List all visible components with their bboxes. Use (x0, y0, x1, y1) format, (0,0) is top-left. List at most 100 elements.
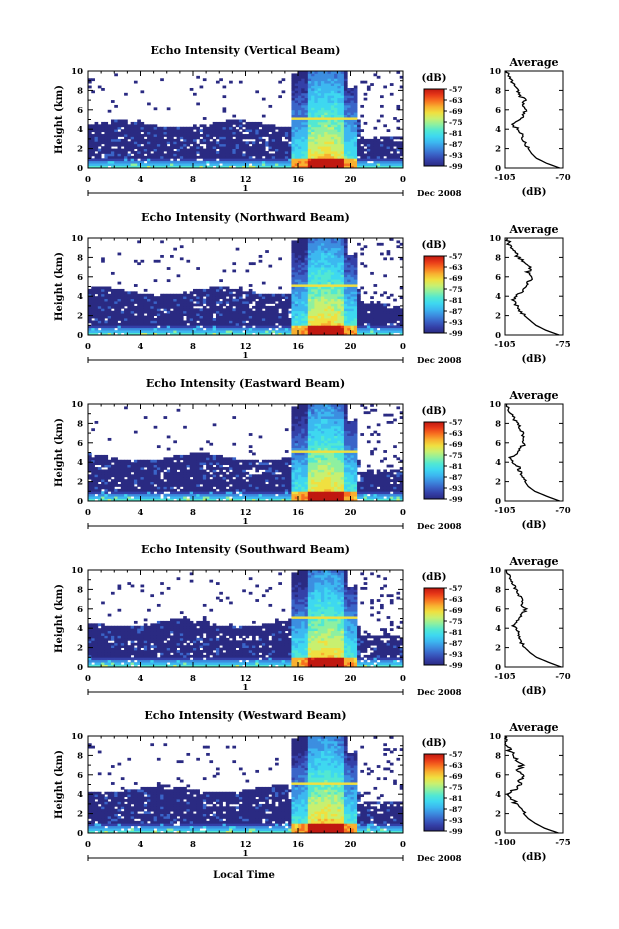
colorbar (423, 88, 445, 167)
x-tick-label: 12 (240, 508, 252, 518)
panel-title: Echo Intensity (Southward Beam) (141, 543, 350, 556)
colorbar-tick-label: -81 (449, 794, 463, 803)
day-label: 1 (243, 849, 249, 859)
average-y-tick-label: 0 (495, 331, 501, 341)
y-tick-label: 10 (71, 67, 83, 77)
x-tick-label: 0 (85, 175, 91, 185)
average-frame (504, 237, 564, 336)
colorbar-tick-label: -63 (449, 429, 463, 438)
colorbar-unit: (dB) (422, 240, 447, 251)
y-tick-label: 4 (77, 125, 83, 135)
colorbar-tick-label: -63 (449, 263, 463, 272)
colorbar-tick-label: -93 (449, 484, 463, 493)
y-tick-label: 2 (77, 810, 83, 820)
y-tick-label: 0 (77, 331, 83, 341)
colorbar-tick-label: -57 (449, 584, 463, 593)
y-tick-label: 0 (77, 497, 83, 507)
heatmap-cells (88, 570, 404, 668)
panel-title: Echo Intensity (Northward Beam) (141, 211, 350, 224)
colorbar (423, 753, 445, 832)
average-y-tick-label: 8 (495, 86, 501, 96)
x-tick-label: 12 (240, 840, 252, 850)
average-frame (504, 70, 564, 169)
colorbar-tick-label: -99 (449, 495, 463, 504)
colorbar-unit: (dB) (422, 73, 447, 84)
average-y-tick-label: 8 (495, 253, 501, 263)
average-x-title: (dB) (522, 354, 547, 365)
average-y-tick-label: 10 (489, 400, 501, 410)
day-label: 1 (243, 184, 249, 194)
x-tick-label: 4 (138, 840, 144, 850)
average-x-tick-label: -105 (494, 672, 515, 682)
average-y-tick-label: 6 (495, 106, 501, 116)
x-tick-label: 8 (190, 342, 196, 352)
average-frame (504, 735, 564, 834)
colorbar-tick-label: -99 (449, 162, 463, 171)
y-tick-label: 2 (77, 145, 83, 155)
average-profile-line (505, 569, 562, 668)
x-tick-label: 4 (138, 508, 144, 518)
date-label: Dec 2008 (417, 522, 462, 532)
colorbar-tick-label: -81 (449, 462, 463, 471)
colorbar (423, 421, 445, 500)
heatmap-cells (88, 736, 404, 834)
x-tick-label: 20 (345, 342, 357, 352)
x-tick-label: 8 (190, 840, 196, 850)
average-y-tick-label: 6 (495, 605, 501, 615)
average-y-tick-label: 2 (495, 312, 501, 322)
x-tick-label: 20 (345, 674, 357, 684)
colorbar-tick-label: -87 (449, 805, 463, 814)
colorbar-tick-label: -75 (449, 783, 463, 792)
average-y-tick-label: 0 (495, 497, 501, 507)
x-tick-label: 16 (292, 342, 304, 352)
average-y-tick-label: 0 (495, 164, 501, 174)
y-axis-title: Height (km) (54, 85, 65, 154)
colorbar-tick-label: -93 (449, 816, 463, 825)
colorbar-tick-label: -57 (449, 418, 463, 427)
y-tick-label: 8 (77, 585, 83, 595)
y-tick-label: 2 (77, 478, 83, 488)
y-tick-label: 6 (77, 771, 83, 781)
y-tick-label: 4 (77, 458, 83, 468)
heatmap-cells (88, 238, 404, 336)
y-tick-label: 2 (77, 312, 83, 322)
average-title: Average (508, 555, 558, 568)
colorbar-tick-label: -63 (449, 595, 463, 604)
average-y-tick-label: 8 (495, 585, 501, 595)
panel-title: Echo Intensity (Vertical Beam) (150, 44, 340, 57)
average-profile-line (505, 70, 560, 169)
y-tick-label: 10 (71, 400, 83, 410)
colorbar-tick-label: -87 (449, 639, 463, 648)
x-tick-label: 4 (138, 342, 144, 352)
average-profile-line (503, 735, 559, 834)
colorbar-tick-label: -93 (449, 650, 463, 659)
y-axis-title: Height (km) (54, 418, 65, 487)
x-tick-label: 0 (400, 175, 406, 185)
heatmap-cells (88, 404, 404, 502)
x-axis-title: Local Time (213, 870, 275, 881)
x-tick-label: 8 (190, 674, 196, 684)
x-tick-label: 16 (292, 674, 304, 684)
y-tick-label: 10 (71, 566, 83, 576)
x-tick-label: 16 (292, 508, 304, 518)
y-tick-label: 6 (77, 273, 83, 283)
average-y-tick-label: 4 (495, 790, 501, 800)
average-y-tick-label: 8 (495, 751, 501, 761)
x-tick-label: 20 (345, 175, 357, 185)
heatmap-cells (88, 71, 404, 169)
average-x-tick-label: -100 (494, 838, 515, 848)
panel-title: Echo Intensity (Westward Beam) (144, 709, 346, 722)
colorbar-tick-label: -93 (449, 318, 463, 327)
average-title: Average (508, 721, 558, 734)
colorbar-unit: (dB) (422, 406, 447, 417)
x-tick-label: 4 (138, 175, 144, 185)
colorbar-tick-label: -69 (449, 274, 463, 283)
colorbar-tick-label: -69 (449, 772, 463, 781)
date-label: Dec 2008 (417, 854, 462, 864)
average-y-tick-label: 10 (489, 566, 501, 576)
x-tick-label: 0 (85, 508, 91, 518)
x-tick-label: 0 (400, 840, 406, 850)
